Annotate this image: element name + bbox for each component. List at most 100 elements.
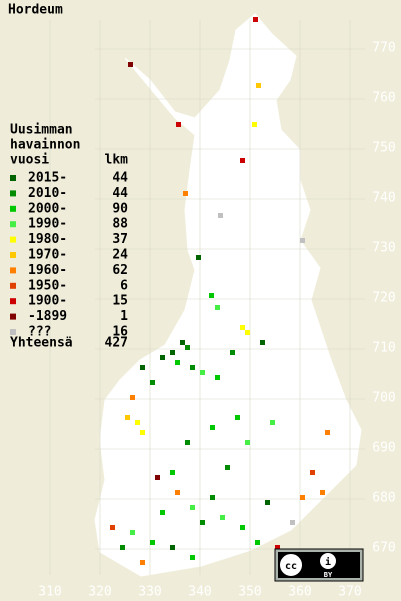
observation-cell — [120, 545, 125, 550]
license-badge: cc i BY — [274, 548, 364, 582]
legend-label: -1899 — [28, 309, 67, 324]
legend-heading: vuosi — [10, 153, 49, 168]
x-tick-label: 350 — [238, 585, 261, 600]
observation-cell — [209, 293, 214, 298]
observation-cell — [245, 330, 250, 335]
observation-cell — [176, 122, 181, 127]
x-tick-label: 340 — [188, 585, 211, 600]
observation-cell — [270, 420, 275, 425]
x-tick-label: 320 — [88, 585, 111, 600]
legend-count: 90 — [112, 201, 128, 216]
observation-cell — [210, 495, 215, 500]
legend-swatch — [10, 267, 16, 274]
observation-cell — [190, 365, 195, 370]
observation-cell — [325, 430, 330, 435]
x-tick-label: 310 — [38, 585, 61, 600]
observation-cell — [220, 515, 225, 520]
legend-count: 37 — [112, 232, 128, 247]
observation-cell — [183, 191, 188, 196]
x-tick-label: 370 — [338, 585, 361, 600]
observation-cell — [130, 530, 135, 535]
observation-cell — [170, 350, 175, 355]
observation-cell — [190, 505, 195, 510]
observation-cell — [255, 540, 260, 545]
legend-label: 2015- — [28, 171, 67, 186]
observation-cell — [130, 395, 135, 400]
legend-count: 62 — [112, 263, 128, 278]
legend-heading: Uusimman — [10, 123, 73, 138]
observation-cell — [265, 500, 270, 505]
observation-cell — [128, 62, 133, 67]
legend-count: 24 — [112, 248, 128, 263]
y-tick-label: 750 — [372, 141, 395, 156]
observation-cell — [275, 545, 280, 550]
observation-cell — [135, 420, 140, 425]
observation-cell — [230, 350, 235, 355]
svg-text:BY: BY — [324, 571, 333, 579]
legend-swatch — [10, 205, 16, 212]
legend-label: 2000- — [28, 201, 67, 216]
legend-count: 44 — [112, 171, 128, 186]
y-tick-label: 760 — [372, 91, 395, 106]
legend-heading: havainnon — [10, 138, 80, 153]
legend-total: 427 — [105, 336, 128, 351]
map-title: Hordeum — [8, 3, 63, 18]
observation-cell — [140, 560, 145, 565]
x-tick-label: 360 — [288, 585, 311, 600]
y-tick-label: 690 — [372, 441, 395, 456]
legend-swatch — [10, 298, 16, 305]
legend-label: 1970- — [28, 248, 67, 263]
observation-cell — [185, 440, 190, 445]
observation-cell — [140, 365, 145, 370]
observation-cell — [160, 355, 165, 360]
legend-total-label: Yhteensä — [10, 336, 73, 351]
legend-swatch — [10, 175, 16, 181]
observation-cell — [253, 17, 258, 22]
observation-cell — [110, 525, 115, 530]
y-tick-label: 720 — [372, 291, 395, 306]
observation-cell — [150, 380, 155, 385]
coordinate-grid — [49, 20, 365, 575]
observation-cell — [300, 495, 305, 500]
observation-cell — [235, 415, 240, 420]
observation-cell — [125, 415, 130, 420]
observation-cell — [200, 370, 205, 375]
observation-cell — [252, 122, 257, 127]
observation-cell — [175, 490, 180, 495]
legend-swatch — [10, 313, 16, 320]
legend-label: 1960- — [28, 263, 67, 278]
observation-cell — [320, 490, 325, 495]
legend-swatch — [10, 282, 16, 289]
observation-cell — [210, 425, 215, 430]
country-outline — [94, 13, 362, 577]
legend-swatch — [10, 221, 16, 228]
legend-count: 6 — [120, 278, 128, 293]
legend-label: 1900- — [28, 294, 67, 309]
svg-text:cc: cc — [285, 561, 297, 572]
observation-cell — [225, 465, 230, 470]
observation-cell — [175, 360, 180, 365]
observation-cell — [140, 430, 145, 435]
legend-swatch — [10, 236, 16, 243]
legend-count: 44 — [112, 186, 128, 201]
y-tick-label: 670 — [372, 541, 395, 556]
y-tick-label: 680 — [372, 491, 395, 506]
y-tick-label: 770 — [372, 41, 395, 56]
observation-cell — [170, 470, 175, 475]
observation-cell — [185, 345, 190, 350]
x-tick-label: 330 — [138, 585, 161, 600]
legend-count: 88 — [112, 217, 128, 232]
observation-cell — [290, 520, 295, 525]
y-tick-label: 740 — [372, 191, 395, 206]
observation-cell — [200, 520, 205, 525]
observation-cell — [218, 213, 223, 218]
observation-cell — [256, 83, 261, 88]
observation-cell — [155, 475, 160, 480]
observation-cell — [240, 158, 245, 163]
observation-cell — [150, 540, 155, 545]
legend-count: 15 — [112, 294, 128, 309]
observation-cell — [160, 510, 165, 515]
observation-cell — [240, 525, 245, 530]
observation-cells — [110, 17, 330, 565]
